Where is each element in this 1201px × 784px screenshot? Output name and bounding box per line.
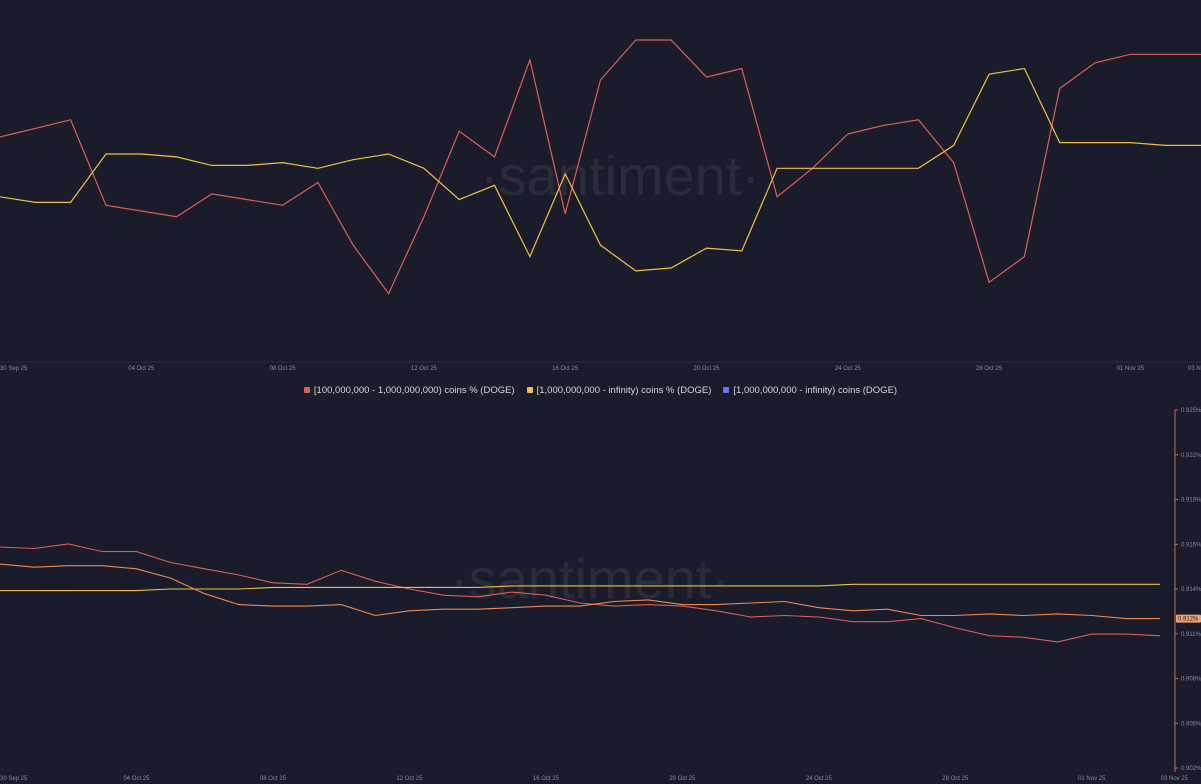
top-x-tick-label: 24 Oct 25 [835, 366, 862, 372]
bottom-x-tick-label: 30 Sep 25 [0, 776, 28, 782]
top-x-tick-label: 01 Nov 25 [1117, 366, 1145, 372]
top-x-tick-label: 30 Sep 25 [0, 366, 28, 372]
top-x-tick-label: 12 Oct 25 [411, 366, 438, 372]
bottom-y-tick-label: 0.919% [1181, 498, 1201, 504]
bottom-x-axis-ticks: 30 Sep 25 04 Oct 25 08 Oct 25 12 Oct 25 16 O… [0, 776, 1189, 782]
current-value-label: 0.912% [1178, 617, 1199, 623]
legend-item-yellow[interactable]: [1,000,000,000 - infinity) coins % (DOGE… [526, 384, 712, 396]
bottom-series-line-2 [0, 563, 1160, 620]
legend-label-blue: [1,000,000,000 - infinity) coins (DOGE) [733, 384, 898, 396]
watermark-top: ·santiment· [480, 144, 760, 207]
bottom-chart-lines [0, 543, 1161, 643]
top-x-tick-label: 20 Oct 25 [693, 366, 720, 372]
bottom-x-tick-label: 28 Oct 25 [942, 776, 969, 782]
current-value-badge [1176, 614, 1201, 623]
top-x-tick-label: 04 Oct 25 [128, 366, 155, 372]
bottom-y-tick-label: 0.911% [1181, 632, 1201, 638]
legend-swatch-blue [723, 387, 730, 393]
bottom-x-tick-label: 03 Nov 25 [1161, 776, 1189, 782]
bottom-y-tick-label: 0.925% [1181, 408, 1201, 414]
top-x-axis-ticks: 30 Sep 25 04 Oct 25 08 Oct 25 12 Oct 25 16 O… [0, 366, 1201, 372]
legend-swatch-red [303, 387, 310, 393]
bottom-x-tick-label: 12 Oct 25 [396, 776, 423, 782]
top-x-tick-label: 16 Oct 25 [552, 366, 579, 372]
current-value-marker: 0.912% [1176, 614, 1201, 623]
bottom-x-tick-label: 20 Oct 25 [669, 776, 696, 782]
legend-swatch-yellow [526, 387, 533, 393]
legend-item-red[interactable]: [100,000,000 - 1,000,000,000) coins % (D… [303, 384, 515, 396]
bottom-y-tick-label: 0.902% [1181, 766, 1201, 772]
top-x-tick-label: 03 N [1188, 366, 1201, 372]
legend: [100,000,000 - 1,000,000,000) coins % (D… [0, 382, 1201, 398]
bottom-x-tick-label: 24 Oct 25 [806, 776, 833, 782]
legend-label-yellow: [1,000,000,000 - infinity) coins % (DOGE… [536, 384, 712, 396]
bottom-y-tick-label: 0.905% [1181, 721, 1201, 727]
top-series-line-0 [0, 39, 1201, 295]
top-chart: ·santiment· 30 Sep 25 04 Oct 25 08 Oct 25 1… [0, 39, 1201, 372]
top-x-tick-label: 08 Oct 25 [270, 366, 297, 372]
top-x-tick-label: 28 Oct 25 [976, 366, 1003, 372]
bottom-x-tick-label: 01 Nov 25 [1078, 776, 1106, 782]
bottom-x-tick-label: 08 Oct 25 [260, 776, 287, 782]
legend-item-blue[interactable]: [1,000,000,000 - infinity) coins (DOGE) [723, 385, 897, 396]
legend-label-red: [100,000,000 - 1,000,000,000) coins % (D… [313, 384, 515, 396]
bottom-y-tick-label: 0.914% [1181, 587, 1201, 593]
bottom-x-tick-label: 16 Oct 25 [533, 776, 560, 782]
bottom-y-tick-label: 0.916% [1181, 542, 1201, 548]
top-series-line-1 [0, 67, 1201, 272]
bottom-y-tick-label: 0.922% [1181, 453, 1201, 459]
bottom-chart: ·santiment· 0.925% 0.922% 0.919% 0.916% 0.91… [0, 408, 1201, 782]
top-chart-lines [0, 39, 1201, 295]
bottom-x-tick-label: 04 Oct 25 [123, 776, 150, 782]
bottom-y-tick-label: 0.908% [1181, 677, 1201, 683]
bottom-series-line-0 [0, 543, 1161, 643]
watermark-bottom: ·santiment· [450, 547, 730, 610]
bottom-y-axis-ticks: 0.925% 0.922% 0.919% 0.916% 0.914% 0.911% 0.90… [1175, 408, 1201, 772]
